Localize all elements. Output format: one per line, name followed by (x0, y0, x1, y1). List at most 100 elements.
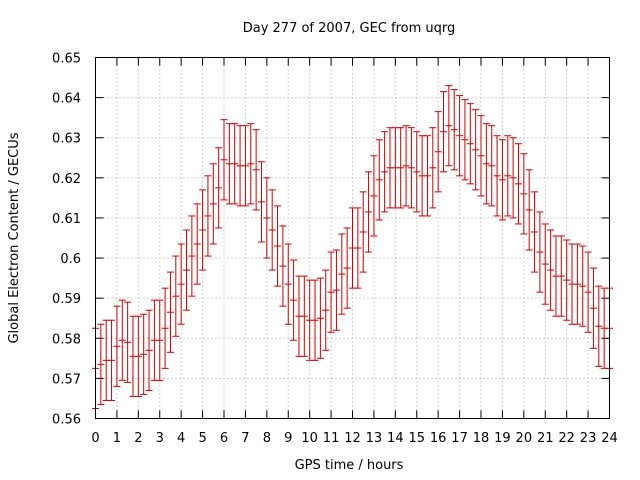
x-tick-label: 0 (91, 431, 99, 446)
data-point (579, 245, 587, 327)
data-point (145, 309, 153, 391)
data-point (140, 313, 148, 395)
data-point (434, 111, 442, 193)
data-point (589, 267, 597, 349)
y-tick-label: 0.56 (52, 413, 81, 428)
data-point (536, 211, 544, 293)
data-point (429, 127, 437, 209)
data-point (311, 279, 319, 361)
x-tick-label: 7 (241, 431, 249, 446)
data-point (407, 127, 415, 209)
axis-ticks: 0.56 0.57 0.58 0.59 0.6 0.61 0.62 0.63 0.64 0.65 0… (52, 52, 618, 447)
data-point (118, 299, 126, 381)
data-point (172, 255, 180, 337)
data-point (477, 115, 485, 197)
y-tick-label: 0.63 (52, 132, 81, 147)
y-tick-label: 0.59 (52, 292, 81, 307)
data-point (156, 299, 164, 381)
data-point (584, 251, 592, 333)
x-axis-label: GPS time / hours (295, 458, 404, 473)
y-tick-label: 0.62 (52, 172, 81, 187)
data-point (557, 235, 565, 317)
x-tick-label: 10 (301, 431, 318, 446)
grid (95, 57, 610, 419)
data-point (338, 233, 346, 315)
y-tick-label: 0.57 (52, 372, 81, 387)
y-tick-label: 0.6 (60, 252, 81, 267)
data-point (402, 125, 410, 207)
data-point (284, 243, 292, 325)
data-point (247, 123, 255, 205)
data-point (514, 143, 522, 225)
data-point (177, 243, 185, 325)
x-tick-label: 6 (220, 431, 228, 446)
x-tick-label: 24 (601, 431, 618, 446)
y-tick-label: 0.64 (52, 92, 81, 107)
data-point (466, 103, 474, 185)
x-tick-label: 1 (113, 431, 121, 446)
data-point (274, 205, 282, 287)
data-point (359, 191, 367, 273)
x-tick-label: 5 (198, 431, 206, 446)
data-point (365, 171, 373, 253)
x-tick-label: 19 (494, 431, 511, 446)
data-point (204, 175, 212, 257)
data-point (423, 135, 431, 217)
x-tick-label: 17 (451, 431, 468, 446)
x-tick-label: 16 (430, 431, 447, 446)
x-tick-label: 4 (177, 431, 185, 446)
chart-title: Day 277 of 2007, GEC from uqrg (243, 21, 456, 36)
data-point (209, 163, 217, 245)
data-point (450, 89, 458, 171)
y-tick-label: 0.65 (52, 52, 81, 67)
x-tick-label: 2 (134, 431, 142, 446)
data-point (124, 301, 132, 383)
plot-frame (95, 57, 610, 419)
data-point (199, 189, 207, 271)
data-point (343, 227, 351, 309)
data-point (263, 177, 271, 259)
x-tick-label: 21 (537, 431, 554, 446)
data-point (547, 229, 555, 311)
data-point (188, 215, 196, 297)
data-point (375, 139, 383, 221)
data-point (252, 129, 260, 211)
x-tick-label: 13 (366, 431, 383, 446)
y-axis-label: Global Electron Content / GECUs (7, 132, 22, 343)
data-point (461, 99, 469, 181)
data-point (193, 203, 201, 285)
y-tick-label: 0.61 (52, 212, 81, 227)
x-tick-label: 14 (387, 431, 404, 446)
data-point (509, 137, 517, 219)
data-point (531, 191, 539, 273)
data-point (595, 285, 603, 367)
data-point (322, 269, 330, 351)
data-point (257, 161, 265, 243)
data-point (300, 275, 308, 357)
data-point (97, 323, 105, 405)
x-tick-label: 15 (408, 431, 425, 446)
data-point (215, 147, 223, 229)
data-point (456, 95, 464, 177)
y-tick-label: 0.58 (52, 332, 81, 347)
data-point (279, 225, 287, 307)
data-point (413, 131, 421, 213)
data-point (108, 319, 116, 401)
data-point (493, 135, 501, 217)
data-point (134, 315, 142, 397)
data-point (220, 119, 228, 201)
data-point (166, 271, 174, 353)
x-tick-label: 9 (284, 431, 292, 446)
data-point (563, 239, 571, 321)
data-point (381, 131, 389, 213)
data-point (332, 249, 340, 331)
data-point (520, 153, 528, 235)
data-point (504, 135, 512, 217)
x-tick-label: 8 (263, 431, 271, 446)
data-point (573, 243, 581, 325)
x-tick-label: 23 (580, 431, 597, 446)
data-point (161, 287, 169, 369)
x-tick-label: 3 (156, 431, 164, 446)
data-point (113, 305, 121, 387)
